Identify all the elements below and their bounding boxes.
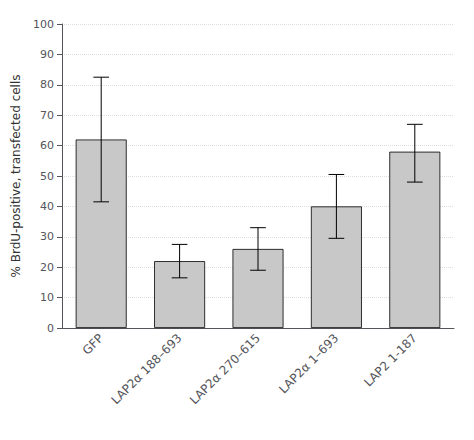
svg-text:30: 30: [40, 230, 54, 243]
svg-text:90: 90: [40, 48, 54, 61]
svg-text:LAP2α 188–693: LAP2α 188–693: [109, 331, 185, 407]
svg-text:80: 80: [40, 78, 54, 91]
svg-text:LAP2α 1–693: LAP2α 1–693: [276, 331, 341, 396]
svg-text:% BrdU-positive, transfected c: % BrdU-positive, transfected cells: [9, 74, 23, 277]
svg-text:40: 40: [40, 200, 54, 213]
svg-text:10: 10: [40, 291, 54, 304]
svg-text:20: 20: [40, 261, 54, 274]
svg-text:60: 60: [40, 139, 54, 152]
svg-text:0: 0: [47, 322, 54, 335]
svg-text:LAP2 1-187: LAP2 1-187: [361, 331, 419, 389]
svg-text:LAP2α 270–615: LAP2α 270–615: [187, 331, 263, 407]
svg-text:50: 50: [40, 170, 54, 183]
svg-text:70: 70: [40, 109, 54, 122]
svg-text:100: 100: [33, 18, 54, 31]
svg-text:GFP: GFP: [80, 331, 106, 357]
